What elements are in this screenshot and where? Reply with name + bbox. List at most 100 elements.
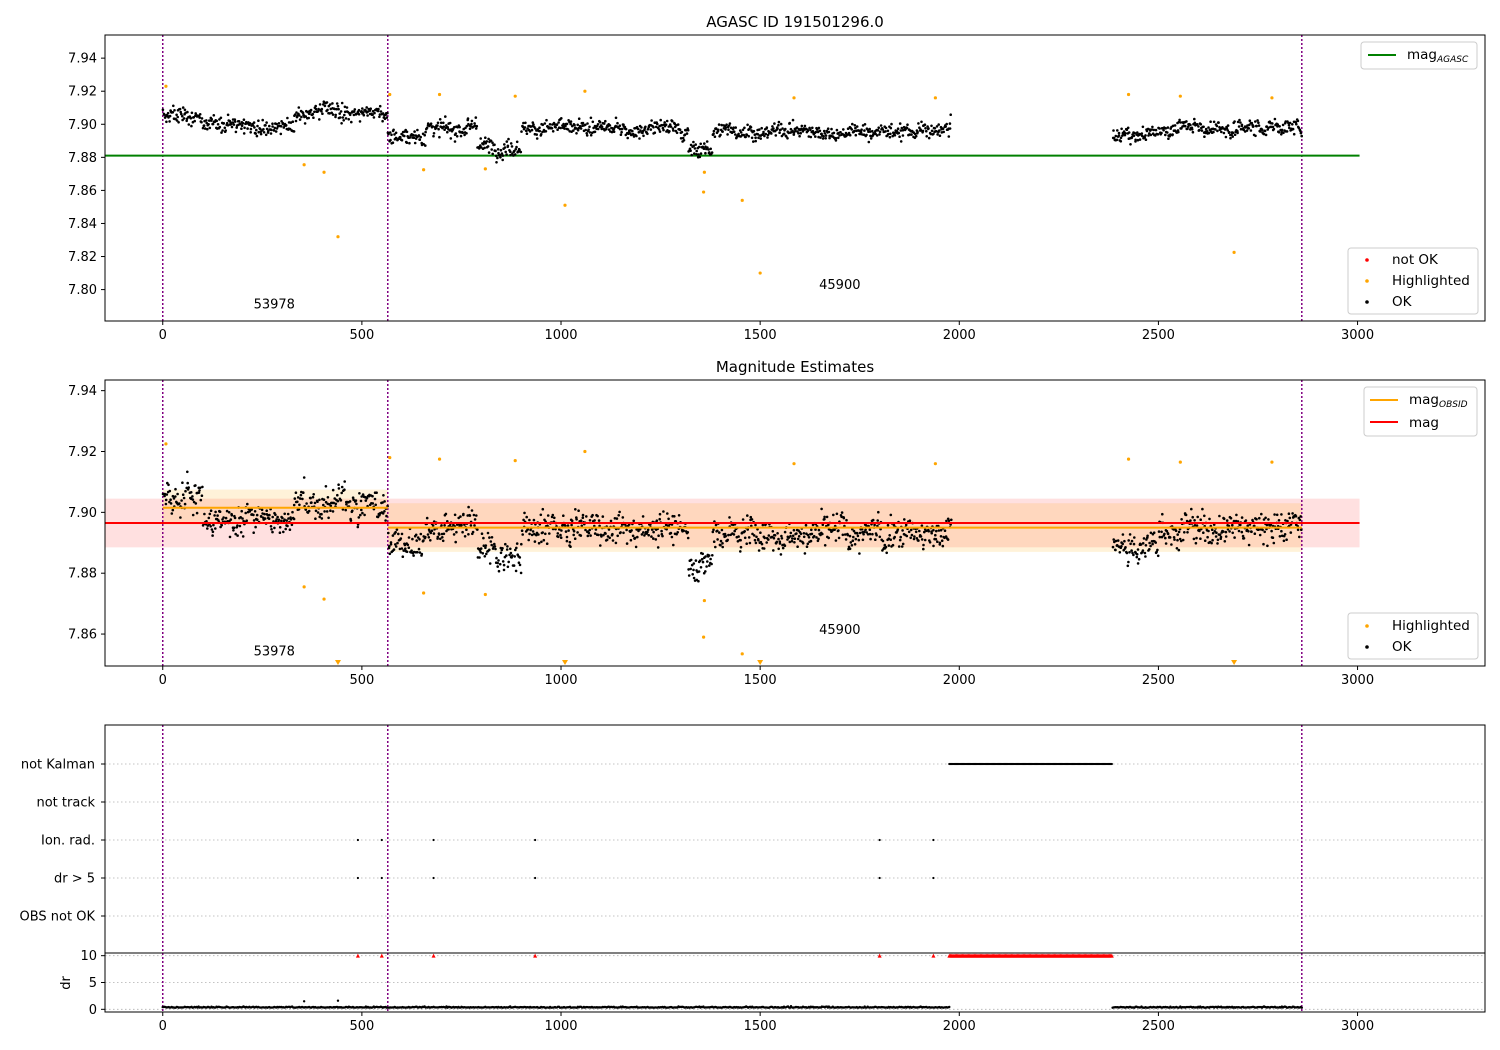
magnitude-ok-point: [494, 547, 497, 551]
magnitude-ok-point: [203, 512, 206, 516]
agasc-ok-point: [1238, 118, 1241, 122]
magnitude-ok-point: [573, 537, 577, 540]
magnitude-ok-point: [373, 497, 377, 501]
agasc-ok-point: [1156, 133, 1160, 136]
magnitude-ok-point: [1121, 533, 1125, 536]
agasc-ok-point: [1250, 121, 1254, 125]
magnitude-ok-point: [186, 481, 189, 485]
agasc-ok-point: [754, 136, 757, 139]
agasc-ok-point: [347, 118, 351, 121]
agasc-ok-point: [710, 151, 714, 154]
magnitude-ok-point: [382, 494, 385, 497]
magnitude-ok-point: [324, 500, 328, 504]
magnitude-ok-point: [520, 542, 523, 546]
agasc-ok-point: [948, 122, 952, 125]
agasc-ok-point: [219, 116, 223, 120]
magnitude-ytick-label: 7.94: [68, 384, 97, 399]
agasc-ok-point: [345, 106, 349, 109]
magnitude-ok-point: [429, 531, 433, 535]
magnitude-ok-point: [360, 508, 363, 512]
agasc-ok-point: [635, 125, 639, 129]
magnitude-ok-point: [568, 540, 572, 544]
magnitude-ok-point: [1210, 528, 1214, 531]
agasc-ok-point: [485, 140, 489, 143]
magnitude-ok-point: [797, 535, 801, 538]
agasc-ok-point: [699, 152, 703, 155]
agasc-ok-point: [732, 130, 736, 133]
magnitude-ok-point: [597, 533, 600, 537]
magnitude-ok-point: [777, 547, 780, 551]
agasc-ok-point: [712, 129, 716, 133]
agasc-ok-point: [795, 126, 799, 129]
magnitude-ok-point: [294, 491, 298, 495]
agasc-ok-point: [494, 154, 498, 158]
magnitude-ok-point: [705, 565, 708, 568]
agasc-ok-point: [1214, 128, 1217, 131]
agasc-ok-point: [822, 129, 826, 133]
magnitude-ok-point: [847, 545, 851, 549]
agasc-ok-point: [1167, 137, 1170, 140]
magnitude-ok-point: [414, 533, 418, 537]
agasc-ok-point: [741, 128, 745, 132]
magnitude-ok-point: [858, 531, 862, 535]
magnitude-ok-point: [195, 511, 199, 515]
magnitude-ok-point: [849, 541, 853, 544]
magnitude-ok-point: [359, 499, 363, 503]
magnitude-ok-point: [871, 532, 874, 536]
agasc-ok-point: [273, 126, 277, 130]
magnitude-ok-point: [397, 532, 400, 536]
magnitude-highlighted-point: [513, 459, 517, 463]
magnitude-ok-point: [480, 532, 484, 535]
agasc-ok-point: [509, 142, 513, 145]
agasc-ok-point: [253, 126, 256, 129]
agasc-ok-point: [1257, 124, 1261, 127]
agasc-ok-point: [789, 127, 793, 131]
magnitude-ok-point: [389, 543, 393, 546]
magnitude-ok-point: [502, 568, 506, 572]
magnitude-ok-point: [181, 493, 185, 497]
agasc-ok-point: [1288, 121, 1292, 125]
magnitude-ok-point: [1242, 537, 1246, 540]
magnitude-ok-point: [701, 560, 705, 564]
magnitude-ok-point: [1260, 512, 1263, 516]
agasc-ok-point: [692, 140, 695, 144]
magnitude-ok-point: [857, 538, 861, 542]
agasc-ok-point: [161, 108, 165, 111]
magnitude-ok-point: [509, 547, 512, 551]
agasc-ok-point: [509, 150, 512, 153]
magnitude-ok-point: [426, 533, 430, 536]
agasc-ok-point: [744, 135, 747, 139]
magnitude-ok-point: [643, 534, 646, 537]
agasc-ok-point: [834, 139, 838, 142]
agasc-ok-point: [867, 140, 871, 144]
magnitude-ok-point: [183, 502, 187, 506]
magnitude-ok-point: [840, 515, 843, 519]
agasc-ok-point: [865, 133, 868, 137]
agasc-ok-point: [758, 128, 761, 131]
magnitude-ok-point: [584, 528, 587, 532]
magnitude-ok-point: [412, 554, 415, 557]
magnitude-ok-point: [1148, 541, 1151, 545]
agasc-ok-point: [222, 122, 226, 125]
magnitude-ok-point: [484, 546, 487, 550]
agasc-ok-point: [1147, 134, 1150, 137]
magnitude-ok-point: [750, 524, 753, 528]
magnitude-ok-point: [600, 535, 603, 538]
magnitude-ok-point: [1275, 513, 1279, 517]
magnitude-ok-point: [518, 563, 522, 567]
agasc-ok-point: [390, 133, 393, 137]
magnitude-ok-point: [946, 538, 950, 541]
magnitude-ok-point: [302, 491, 305, 495]
agasc-ok-point: [491, 152, 495, 156]
agasc-ok-point: [418, 138, 422, 141]
magnitude-ok-point: [922, 547, 925, 551]
magnitude-ok-point: [1240, 516, 1244, 519]
agasc-ok-point: [588, 131, 592, 134]
agasc-ok-point: [584, 123, 587, 127]
magnitude-ok-point: [551, 513, 555, 517]
magnitude-ok-point: [889, 538, 892, 541]
agasc-ok-point: [393, 133, 396, 136]
magnitude-ok-point: [470, 509, 474, 512]
agasc-ok-point: [479, 137, 483, 140]
magnitude-ok-point: [318, 515, 322, 519]
